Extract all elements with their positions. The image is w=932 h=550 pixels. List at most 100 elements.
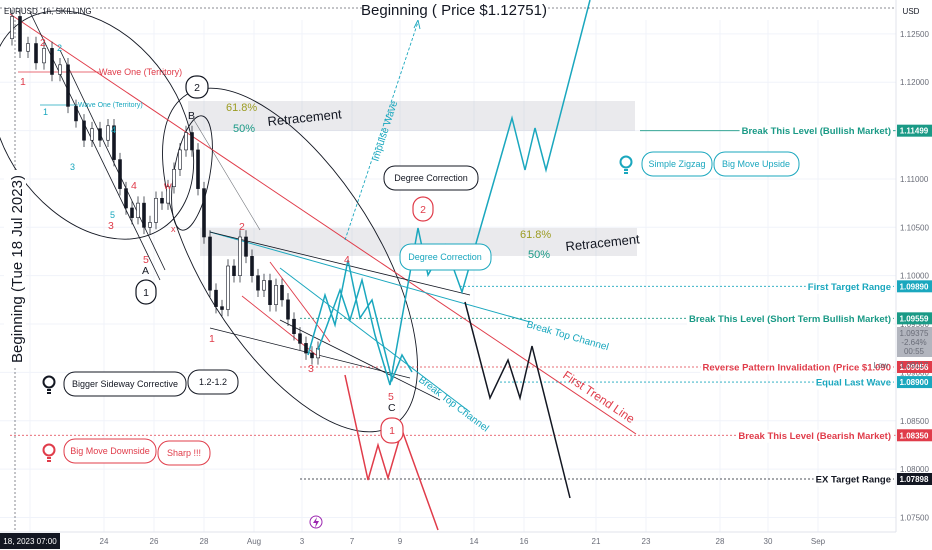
time-tick: 28: [716, 537, 725, 546]
sharp-box: [157, 440, 211, 466]
time-tick: Aug: [247, 537, 261, 546]
marker-1-black-text: 1: [143, 287, 149, 299]
candle-body: [18, 16, 22, 52]
price-tag: [897, 472, 932, 485]
candle-body: [74, 106, 78, 122]
left-title-bg: [4, 170, 26, 368]
time-tick: 30: [764, 537, 773, 546]
channel-black-diag: [279, 319, 441, 401]
time-tick: 14: [470, 537, 479, 546]
marker-1-red-text: 1: [389, 425, 395, 437]
ratio-box: [187, 369, 239, 395]
time-tick: 7: [350, 537, 355, 546]
wave-label-x: x: [171, 224, 176, 234]
wave-label-3-lower: 3: [308, 363, 314, 375]
time-cursor-tag: [0, 533, 60, 549]
wave-label-2-lower: 2: [239, 221, 245, 233]
price-tag-text: 1.09056: [900, 363, 929, 372]
price-tag-text: 1.09890: [900, 282, 929, 291]
wave-label-A: A: [142, 265, 149, 277]
channel-line-black-upper: [29, 11, 161, 281]
projection-red-down: [344, 374, 439, 531]
price-tick: 1.12500: [900, 30, 929, 39]
currency-label: USD: [903, 7, 920, 16]
first-trend-line-label: First Trend Line: [560, 368, 637, 426]
level-label: Break This Level (Short Term Bullish Mar…: [689, 314, 891, 325]
wave-label-5: 5: [143, 254, 149, 266]
candle-body: [262, 280, 266, 291]
candle-body: [160, 197, 164, 204]
time-tick: 23: [642, 537, 651, 546]
price-tag-text: 1.11499: [900, 127, 929, 136]
top-title: Beginning ( Price $1.12751): [361, 2, 547, 19]
level-label-bg: [813, 376, 893, 390]
degree-correction-text: Degree Correction: [394, 173, 468, 183]
candle-body: [130, 207, 134, 218]
level-label: Equal Last Wave: [816, 378, 891, 389]
candlesticks: [10, 9, 320, 365]
bulb-icon-teal: [619, 155, 633, 174]
black-ray: [193, 119, 261, 231]
break-top-channel-line-1: [209, 231, 531, 323]
level-label: Break This Level (Bullish Market): [742, 126, 891, 137]
wave-label-w: w: [163, 180, 172, 192]
candle-body: [136, 202, 140, 218]
level-label-bg: [700, 361, 893, 375]
price-axis-bg: [896, 0, 932, 550]
price-tick: 1.08000: [900, 465, 929, 474]
time-axis[interactable]: 18, 2023 07:00 24 26 28 Aug 3 7 9 14 16 21 23 28 30 Se…: [0, 533, 826, 549]
level-labels: Break This Level (Bullish Market) 1.11499…: [686, 124, 932, 487]
big-move-upside-text: Big Move Upside: [722, 159, 790, 169]
wave-label-1-lower: 1: [209, 333, 215, 345]
bulb-icon-black: [42, 375, 56, 394]
price-tag: [897, 376, 932, 389]
wave-label-5-lower: 5: [388, 391, 394, 403]
time-tick: Sep: [811, 537, 826, 546]
candle-body: [274, 285, 278, 305]
red-channel-short-2: [269, 261, 331, 343]
break-top-channel-2: Break Top Channel: [416, 375, 490, 435]
bigger-sideway-text: Bigger Sideway Corrective: [72, 379, 178, 389]
projection-teal-zigzag-1: [307, 259, 413, 383]
candle-body: [154, 197, 158, 223]
candle-body: [244, 236, 248, 257]
channel-black-upper-2: [209, 231, 471, 296]
candle-body: [232, 265, 236, 276]
degree-correction-box-teal: [399, 243, 492, 271]
candle-body: [208, 236, 212, 291]
channel-line-black-lower: [59, 49, 166, 271]
candle-body: [66, 64, 70, 107]
wave-label-3: 3: [108, 220, 114, 232]
time-tick: 21: [592, 537, 601, 546]
price-tag-text: 1.07898: [900, 475, 929, 484]
price-tick: 1.10500: [900, 223, 929, 232]
candle-body: [178, 149, 182, 170]
wave-label-B: B: [188, 110, 195, 122]
ratio-text: 1.2-1.2: [199, 377, 227, 387]
price-tag: [897, 312, 932, 325]
price-tag: [897, 429, 932, 442]
bigger-sideway-box: [63, 371, 187, 397]
candle-body: [238, 236, 242, 276]
big-move-downside-box: [63, 438, 157, 464]
big-move-upside-box: [713, 151, 800, 177]
time-tick: 24: [100, 537, 109, 546]
degree-correction-box: [383, 165, 479, 191]
candle-body: [34, 43, 38, 64]
degree-correction-text-teal: Degree Correction: [408, 252, 482, 262]
candle-body: [196, 149, 200, 189]
candle-body: [280, 285, 284, 301]
low-price: 1.09117: [900, 361, 929, 370]
lightning-icon[interactable]: [309, 515, 323, 529]
candle-body: [292, 318, 296, 335]
channel-black-lower-2: [209, 327, 411, 379]
price-tick: 1.12000: [900, 78, 929, 87]
wave-label-4-blue: 4: [111, 125, 116, 135]
level-label: Break This Level (Bearish Market): [738, 431, 891, 442]
level-label: EX Target Range: [816, 474, 891, 485]
candle-body: [214, 289, 218, 307]
candle-body: [148, 222, 152, 228]
candle-body: [82, 120, 86, 141]
price-tag: [897, 360, 932, 373]
